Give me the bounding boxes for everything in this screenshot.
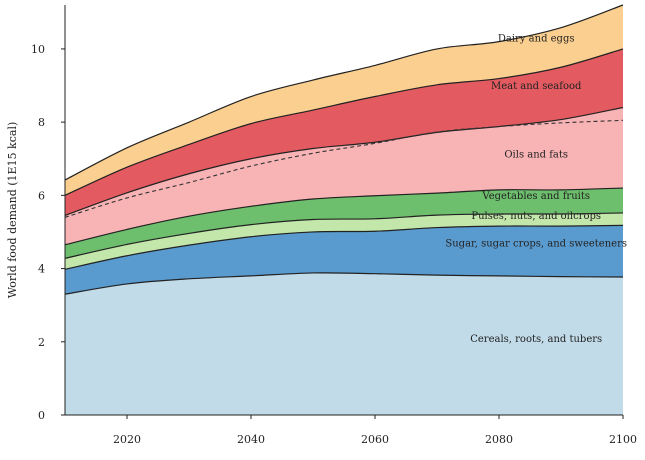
area-pulses-nuts-and-oilcrops: [65, 212, 623, 270]
boundary-sugar-sugar-crops-and-sweeteners: [64, 224, 624, 270]
label-sugar-sugar-crops-and-sweeteners: Sugar, sugar crops, and sweeteners: [445, 239, 627, 250]
area-sugar-sugar-crops-and-sweeteners: [65, 225, 623, 295]
y-axis-title: World food demand (1E15 kcal): [6, 122, 19, 299]
x-tick-label-2020: 2020: [113, 433, 141, 446]
area-vegetables-and-fruits: [65, 188, 623, 259]
boundary-oils-and-fats: [64, 106, 624, 217]
y-tick-label-10: 10: [31, 43, 45, 56]
label-cereals-roots-and-tubers: Cereals, roots, and tubers: [470, 334, 602, 345]
x-tick-label-2100: 2100: [609, 433, 637, 446]
boundary-vegetables-and-fruits: [64, 187, 624, 246]
area-meat-and-seafood: [65, 48, 623, 216]
label-pulses-nuts-and-oilcrops: Pulses, nuts, and oilcrops: [471, 211, 601, 222]
boundary-meat-and-seafood: [64, 48, 624, 196]
x-tick-label-2080: 2080: [485, 433, 513, 446]
area-annotations: Dairy and eggs Meat and seafood Oils and f…: [445, 34, 627, 345]
x-tick-label-2060: 2060: [361, 433, 389, 446]
label-meat-and-seafood: Meat and seafood: [491, 81, 582, 92]
stacked-areas: [65, 5, 623, 415]
axes: 2020 2040 2060 2080 2100 0 2 4 6 8 10 World food de…: [6, 5, 637, 446]
y-tick-label-6: 6: [38, 189, 45, 202]
dashed-reference: [64, 119, 624, 218]
boundary-dairy-and-eggs: [64, 4, 624, 181]
area-dairy-and-eggs: [65, 5, 623, 196]
boundary-cereals-roots-and-tubers: [64, 272, 624, 295]
label-oils-and-fats: Oils and fats: [504, 150, 568, 161]
label-dairy-and-eggs: Dairy and eggs: [498, 34, 575, 45]
y-tick-label-0: 0: [38, 409, 45, 422]
x-tick-label-2040: 2040: [237, 433, 265, 446]
y-tick-label-2: 2: [38, 336, 45, 349]
area-oils-and-fats: [65, 107, 623, 245]
y-tick-label-4: 4: [38, 263, 45, 276]
y-tick-label-8: 8: [38, 116, 45, 129]
area-cereals-roots-and-tubers: [65, 272, 623, 415]
area-boundaries: [64, 4, 624, 295]
label-vegetables-and-fruits: Vegetables and fruits: [481, 191, 590, 202]
dashed-line: [64, 119, 624, 218]
boundary-pulses-nuts-and-oilcrops: [64, 212, 624, 259]
